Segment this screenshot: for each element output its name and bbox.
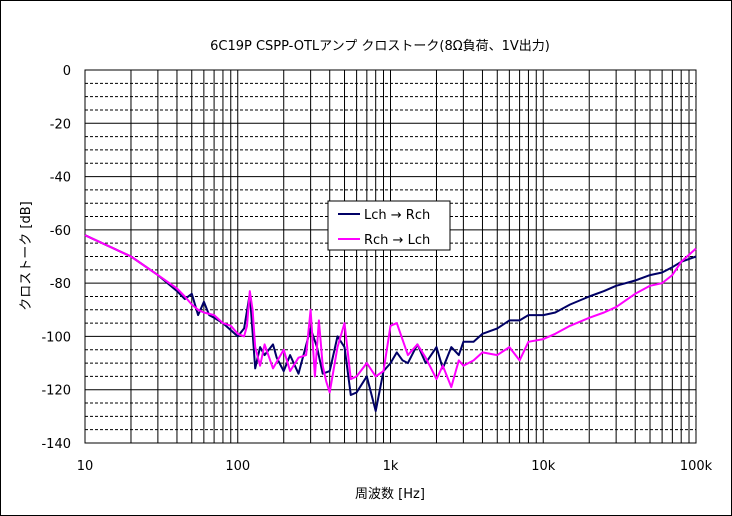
legend: Lch → Rch Rch → Lch: [327, 200, 451, 251]
y-axis-ticks: 0 -20 -40 -60 -80 -100 -120 -140: [41, 64, 71, 452]
x-tick-label: 10k: [531, 459, 556, 474]
y-tick-label: -80: [50, 277, 71, 292]
y-axis-label: クロストーク [dB]: [19, 201, 34, 310]
y-tick-label: -40: [50, 171, 71, 186]
series-lines: [84, 234, 697, 412]
y-tick-label: -100: [41, 330, 71, 345]
legend-box: [327, 200, 451, 251]
y-tick-label: -20: [50, 117, 71, 132]
series-line-rch-lch: [84, 234, 697, 394]
y-tick-label: -120: [41, 384, 71, 399]
x-tick-label: 10: [77, 459, 94, 474]
y-tick-label: 0: [63, 64, 71, 79]
chart-title: 6C19P CSPP-OTLアンプ クロストーク(8Ω負荷、1V出力): [210, 39, 550, 54]
plot-area: [84, 69, 697, 444]
x-axis-ticks: 10 100 1k 10k 100k: [77, 459, 713, 474]
x-tick-label: 100k: [680, 459, 713, 474]
x-axis-label: 周波数 [Hz]: [355, 487, 425, 502]
y-tick-label: -140: [41, 437, 71, 452]
x-tick-label: 100: [225, 459, 250, 474]
grid: [85, 70, 696, 443]
legend-label-lch-rch: Lch → Rch: [364, 208, 430, 223]
y-tick-label: -60: [50, 224, 71, 239]
legend-label-rch-lch: Rch → Lch: [364, 233, 430, 248]
series-line-lch-rch: [84, 234, 697, 412]
x-tick-label: 1k: [383, 459, 399, 474]
